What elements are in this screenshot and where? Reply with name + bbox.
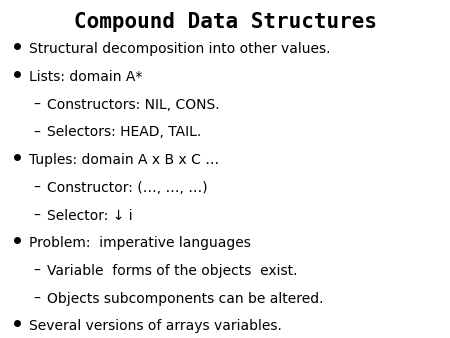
Text: –: – bbox=[34, 209, 40, 222]
Text: Lists: domain A*: Lists: domain A* bbox=[29, 70, 143, 84]
Text: Compound Data Structures: Compound Data Structures bbox=[73, 12, 377, 32]
Text: Variable  forms of the objects  exist.: Variable forms of the objects exist. bbox=[47, 264, 298, 278]
Text: Tuples: domain A x B x C …: Tuples: domain A x B x C … bbox=[29, 153, 220, 167]
Text: –: – bbox=[34, 264, 40, 278]
Text: –: – bbox=[34, 98, 40, 112]
Text: –: – bbox=[34, 181, 40, 195]
Text: Selector: ↓ i: Selector: ↓ i bbox=[47, 209, 133, 222]
Text: Several versions of arrays variables.: Several versions of arrays variables. bbox=[29, 319, 282, 333]
Text: Selectors: HEAD, TAIL.: Selectors: HEAD, TAIL. bbox=[47, 125, 202, 139]
Text: Objects subcomponents can be altered.: Objects subcomponents can be altered. bbox=[47, 292, 324, 306]
Text: Problem:  imperative languages: Problem: imperative languages bbox=[29, 236, 251, 250]
Text: –: – bbox=[34, 125, 40, 139]
Text: –: – bbox=[34, 292, 40, 306]
Text: Structural decomposition into other values.: Structural decomposition into other valu… bbox=[29, 42, 331, 56]
Text: Constructor: (…, …, …): Constructor: (…, …, …) bbox=[47, 181, 208, 195]
Text: Constructors: NIL, CONS.: Constructors: NIL, CONS. bbox=[47, 98, 220, 112]
